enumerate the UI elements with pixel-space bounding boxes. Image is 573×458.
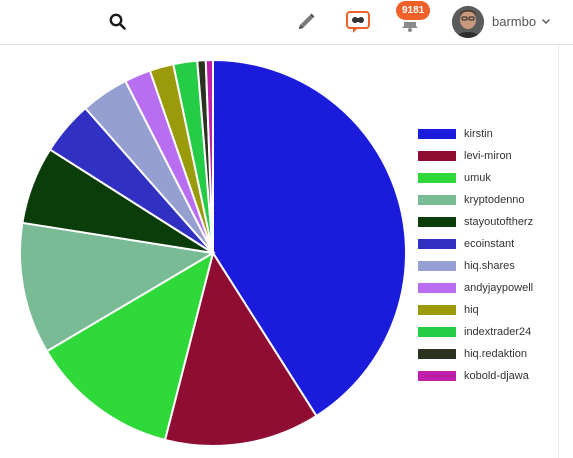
legend-item[interactable]: andyjaypowell (418, 280, 558, 302)
legend-label: indextrader24 (464, 326, 532, 338)
legend-item[interactable]: umuk (418, 170, 558, 192)
legend-item[interactable]: hiq.shares (418, 258, 558, 280)
legend-swatch (418, 173, 456, 183)
legend-swatch (418, 195, 456, 205)
legend-item[interactable]: hiq.redaktion (418, 346, 558, 368)
username[interactable]: barmbo (492, 14, 537, 29)
legend-label: kryptodenno (464, 194, 525, 206)
pie-slice-kobold-djawa[interactable] (204, 58, 214, 254)
pie-slice-kryptodenno[interactable] (19, 221, 216, 353)
legend-item[interactable]: indextrader24 (418, 324, 558, 346)
legend-label: ecoinstant (464, 238, 515, 250)
legend-item[interactable]: stayoutoftherz (418, 214, 558, 236)
pie-slice-levi-miron[interactable] (163, 250, 318, 447)
top-navigation-bar: 9181 barmbo (0, 0, 573, 44)
legend-label: umuk (464, 172, 491, 184)
notification-count-badge[interactable]: 9181 (396, 1, 431, 20)
legend-swatch (418, 305, 456, 315)
legend-label: kobold-djawa (464, 370, 529, 382)
legend-item[interactable]: kryptodenno (418, 192, 558, 214)
legend-item[interactable]: kobold-djawa (418, 368, 558, 390)
header-divider (0, 44, 573, 45)
legend-item[interactable]: kirstin (418, 126, 558, 148)
content-panel-border (558, 45, 559, 458)
legend-label: andyjaypowell (464, 282, 534, 294)
pencil-icon[interactable] (295, 11, 317, 33)
legend-swatch (418, 283, 456, 293)
avatar[interactable] (452, 6, 484, 38)
legend-label: hiq (464, 304, 479, 316)
avatar-image (452, 6, 484, 38)
chevron-down-icon[interactable] (541, 16, 551, 26)
legend-swatch (418, 239, 456, 249)
pie-slice-umuk[interactable] (45, 250, 215, 442)
legend-label: levi-miron (464, 150, 512, 162)
chart-legend: kirstin levi-miron umuk kryptodenno stayouto… (418, 126, 558, 390)
legend-label: stayoutoftherz (464, 216, 534, 228)
chat-icon[interactable] (345, 9, 371, 35)
legend-item[interactable]: ecoinstant (418, 236, 558, 258)
pie-slice-kirstin[interactable] (212, 58, 407, 418)
legend-label: hiq.shares (464, 260, 515, 272)
legend-swatch (418, 327, 456, 337)
search-icon[interactable] (108, 12, 128, 32)
legend-swatch (418, 129, 456, 139)
legend-label: hiq.redaktion (464, 348, 527, 360)
legend-swatch (418, 261, 456, 271)
legend-swatch (418, 151, 456, 161)
legend-swatch (418, 349, 456, 359)
legend-item[interactable]: levi-miron (418, 148, 558, 170)
pie-chart (19, 58, 407, 447)
legend-label: kirstin (464, 128, 493, 140)
legend-swatch (418, 217, 456, 227)
legend-item[interactable]: hiq (418, 302, 558, 324)
legend-swatch (418, 371, 456, 381)
